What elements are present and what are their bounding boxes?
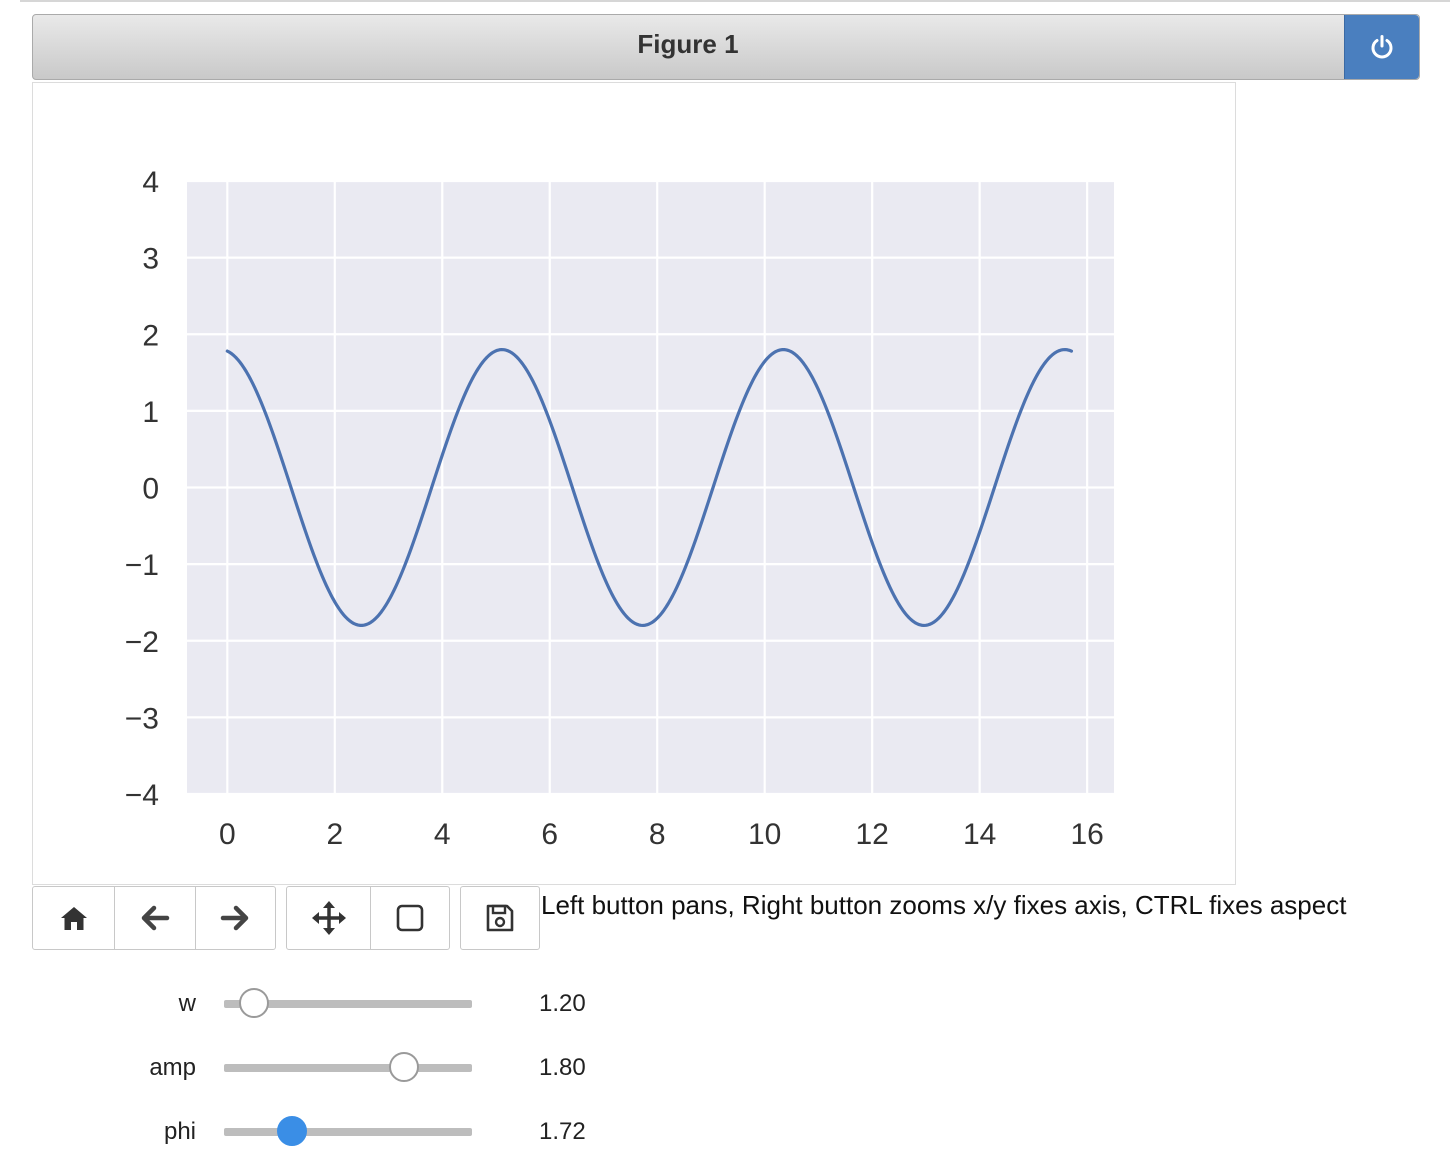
slider-label: phi [163,1118,196,1145]
slider-label: amp [149,1054,196,1081]
slider-value: 1.80 [539,1054,586,1081]
x-tick-label: 2 [326,818,343,851]
arrow-left-icon [141,905,170,931]
y-tick-label: −1 [125,549,159,582]
y-tick-label: −3 [125,702,159,735]
y-tick-label: 1 [142,396,159,429]
figure-header: Figure 1 [32,14,1420,80]
y-tick-label: 4 [142,166,159,199]
slider-thumb[interactable] [239,988,269,1018]
x-tick-label: 16 [1070,818,1103,851]
power-icon [1371,35,1393,59]
slider-track[interactable] [224,1052,472,1082]
x-tick-label: 10 [748,818,781,851]
save-button[interactable] [461,887,539,949]
mode-button-group [286,886,450,950]
x-tick-label: 6 [541,818,558,851]
slider-label: w [178,990,196,1017]
slider-phi: phi 1.72 [0,1112,700,1152]
x-tick-label: 14 [963,818,996,851]
x-tick-label: 8 [649,818,666,851]
y-tick-label: 0 [142,473,159,506]
move-icon [311,901,346,935]
x-tick-label: 12 [855,818,888,851]
slider-amp: amp 1.80 [0,1048,700,1088]
y-tick-label: 3 [142,243,159,276]
x-tick-label: 4 [434,818,451,851]
close-figure-button[interactable] [1344,15,1419,79]
x-tick-label: 0 [219,818,236,851]
toolbar-message: Left button pans, Right button zooms x/y… [541,890,1347,920]
slider-track[interactable] [224,988,472,1018]
slider-value: 1.20 [539,990,586,1017]
slider-w: w 1.20 [0,984,700,1024]
y-tick-label: −4 [125,779,159,812]
save-button-group [460,886,540,950]
y-tick-label: −2 [125,626,159,659]
arrow-right-icon [221,905,249,931]
forward-button[interactable] [196,887,275,949]
slider-thumb[interactable] [277,1116,308,1146]
slider-value: 1.72 [539,1118,586,1145]
slider-thumb[interactable] [389,1052,420,1082]
square-icon [396,904,424,932]
plot-canvas[interactable]: 0 2 4 6 8 10 12 14 16 4 3 2 1 0 −1 −2 −3 −4 [32,82,1236,885]
navigation-button-group [32,886,276,950]
zoom-button[interactable] [371,887,449,949]
home-button[interactable] [33,887,116,949]
series-line [225,347,1074,628]
home-icon [60,907,87,930]
slider-track[interactable] [224,1116,472,1146]
y-tick-label: 2 [142,319,159,352]
figure-title: Figure 1 [637,29,739,59]
pan-button[interactable] [287,887,372,949]
back-button[interactable] [115,887,196,949]
floppy-disk-icon [486,904,514,932]
top-divider [20,0,1450,2]
